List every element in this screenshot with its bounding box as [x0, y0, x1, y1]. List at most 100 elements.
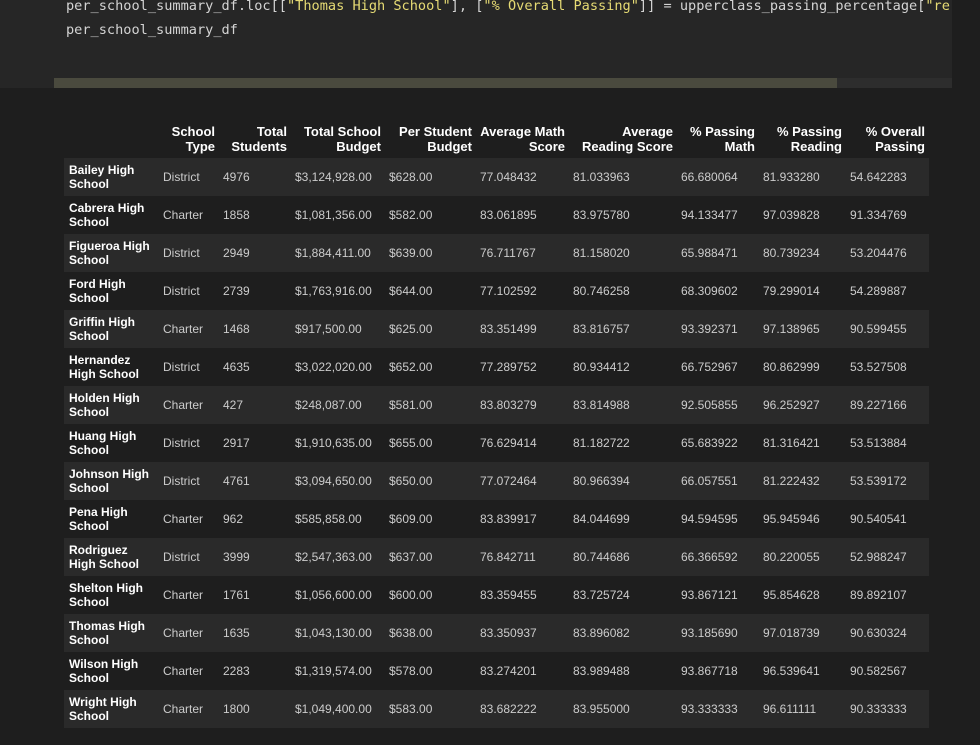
table-cell: Charter [163, 322, 204, 336]
table-cell: 93.867121 [681, 588, 738, 602]
table-cell: 1800 [223, 702, 250, 716]
table-cell: 2739 [223, 284, 250, 298]
table-cell: District [163, 436, 200, 450]
table-cell: 83.061895 [480, 208, 537, 222]
table-cell: 83.955000 [573, 702, 630, 716]
table-cell: 4635 [223, 360, 250, 374]
code-line-2[interactable]: per_school_summary_df [66, 22, 238, 38]
code-line-1[interactable]: per_school_summary_df.loc[["Thomas High … [66, 0, 950, 15]
table-cell: 76.842711 [480, 550, 536, 564]
table-cell: 2917 [223, 436, 250, 450]
table-row: Johnson High School District 4761 $3,094,65… [64, 462, 929, 500]
table-cell: 90.599455 [850, 322, 907, 336]
table-cell: 66.752967 [681, 360, 738, 374]
table-cell: 81.033963 [573, 170, 630, 184]
table-cell: 1858 [223, 208, 250, 222]
scrollbar-thumb[interactable] [54, 78, 837, 88]
table-cell: $578.00 [389, 664, 433, 678]
table-cell: 68.309602 [681, 284, 738, 298]
row-index-label: Griffin High School [69, 315, 135, 343]
table-cell: $585,858.00 [295, 512, 362, 526]
table-cell: 83.725724 [573, 588, 630, 602]
table-cell: 91.334769 [850, 208, 907, 222]
code-cell[interactable]: per_school_summary_df.loc[["Thomas High … [0, 0, 952, 88]
code-string: "Thomas High School" [286, 0, 451, 14]
table-cell: Charter [163, 588, 204, 602]
table-cell: Charter [163, 398, 204, 412]
table-cell: 962 [223, 512, 244, 526]
table-cell: 1761 [223, 588, 250, 602]
table-cell: 1468 [223, 322, 250, 336]
table-cell: $1,081,356.00 [295, 208, 372, 222]
table-row: Cabrera High School Charter 1858 $1,081,356… [64, 196, 929, 234]
table-cell: $1,043,130.00 [295, 626, 372, 640]
table-cell: 81.933280 [763, 170, 820, 184]
horizontal-scrollbar[interactable] [54, 78, 952, 88]
table-cell: 79.299014 [763, 284, 820, 298]
table-cell: 77.102592 [480, 284, 537, 298]
table-cell: 83.803279 [480, 398, 537, 412]
code-string: "% Overall Passing" [483, 0, 639, 14]
table-cell: Charter [163, 702, 204, 716]
table-row: Wilson High School Charter 2283 $1,319,574.… [64, 652, 929, 690]
table-cell: 95.854628 [763, 588, 820, 602]
table-cell: 65.683922 [681, 436, 738, 450]
table-cell: 90.582567 [850, 664, 907, 678]
table-cell: $1,049,400.00 [295, 702, 372, 716]
table-cell: $248,087.00 [295, 398, 362, 412]
table-cell: 93.333333 [681, 702, 738, 716]
table-cell: 83.351499 [480, 322, 537, 336]
table-cell: 83.274201 [480, 664, 537, 678]
column-header: Total Students [231, 124, 287, 154]
table-cell: 54.289887 [850, 284, 907, 298]
table-cell: District [163, 360, 200, 374]
table-row: Hernandez High School District 4635 $3,022,… [64, 348, 929, 386]
table-cell: $652.00 [389, 360, 433, 374]
column-header: Per Student Budget [399, 124, 472, 154]
table-row: Wright High School Charter 1800 $1,049,400.… [64, 690, 929, 728]
table-cell: $600.00 [389, 588, 433, 602]
table-row: Figueroa High School District 2949 $1,884,4… [64, 234, 929, 272]
table-cell: $581.00 [389, 398, 433, 412]
table-cell: $917,500.00 [295, 322, 362, 336]
table-cell: 92.505855 [681, 398, 738, 412]
table-cell: $2,547,363.00 [295, 550, 372, 564]
row-index-label: Thomas High School [69, 619, 146, 647]
table-cell: 89.892107 [850, 588, 907, 602]
table-cell: 53.539172 [850, 474, 907, 488]
table-cell: 83.350937 [480, 626, 537, 640]
table-cell: 80.966394 [573, 474, 630, 488]
row-index-label: Johnson High School [69, 467, 149, 495]
table-cell: 53.204476 [850, 246, 907, 260]
table-cell: 97.018739 [763, 626, 820, 640]
table-cell: 66.366592 [681, 550, 738, 564]
table-cell: 53.513884 [850, 436, 907, 450]
table-cell: 94.594595 [681, 512, 738, 526]
code-token: ], [ [450, 0, 484, 14]
row-index-label: Hernandez High School [69, 353, 139, 381]
table-cell: $3,124,928.00 [295, 170, 372, 184]
row-index-label: Huang High School [69, 429, 137, 457]
table-cell: 90.630324 [850, 626, 907, 640]
table-row: Ford High School District 2739 $1,763,916.0… [64, 272, 929, 310]
row-index-label: Holden High School [69, 391, 140, 419]
column-header: % Passing Reading [776, 124, 842, 154]
table-cell: $1,884,411.00 [295, 246, 371, 260]
table-cell: 83.682222 [480, 702, 537, 716]
table-header-row: School Type Total Students Total School Bu… [64, 104, 929, 158]
table-cell: 96.252927 [763, 398, 820, 412]
table-cell: Charter [163, 664, 204, 678]
table-cell: District [163, 474, 200, 488]
table-cell: 83.839917 [480, 512, 537, 526]
table-cell: 83.359455 [480, 588, 537, 602]
table-cell: $1,319,574.00 [295, 664, 372, 678]
column-header: Average Math Score [480, 124, 565, 154]
table-cell: 93.867718 [681, 664, 738, 678]
table-row: Thomas High School Charter 1635 $1,043,130.… [64, 614, 929, 652]
dataframe-table: School Type Total Students Total School Bu… [64, 104, 929, 728]
table-cell: 77.289752 [480, 360, 537, 374]
table-cell: Charter [163, 626, 204, 640]
table-cell: 80.744686 [573, 550, 630, 564]
table-cell: 3999 [223, 550, 250, 564]
table-cell: 89.227166 [850, 398, 907, 412]
